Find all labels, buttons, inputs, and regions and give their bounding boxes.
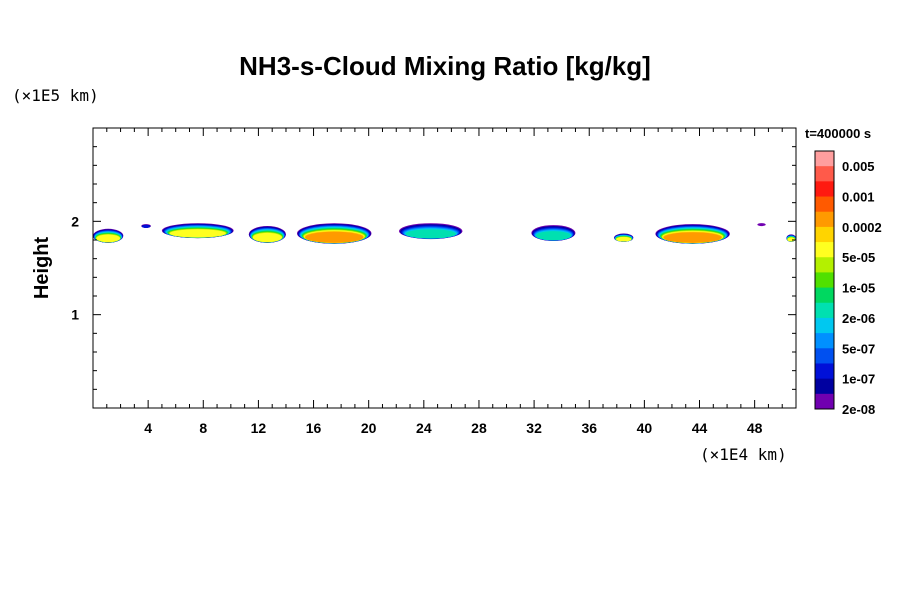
time-label: t=400000 s: [805, 126, 871, 141]
cloud-field: [93, 223, 796, 244]
x-axis: 4 8 12 16 20 24 28 32 36 40 44 48: [106, 128, 783, 436]
x-tick-label: 16: [306, 420, 322, 436]
colorbar-swatch: [815, 302, 834, 319]
x-unit-label: (×1E4 km): [700, 445, 787, 464]
colorbar-frame: [814, 150, 835, 410]
cloud-band: [252, 232, 282, 243]
cloud-band: [142, 224, 151, 228]
colorbar-swatch: [815, 211, 834, 228]
cloud-patch: [297, 223, 372, 244]
x-tick-label: 20: [361, 420, 377, 436]
y-tick-label: 2: [71, 213, 79, 229]
cloud-patch: [757, 223, 766, 227]
cloud-band: [305, 231, 364, 243]
x-tick-label: 40: [637, 420, 653, 436]
cloud-patch: [141, 224, 151, 228]
y-unit-label: (×1E5 km): [12, 86, 99, 105]
cloud-patch: [614, 233, 634, 242]
cloud-patch: [399, 223, 463, 240]
cloud-patch: [786, 234, 796, 242]
cloud-patch: [161, 223, 234, 239]
x-tick-label: 32: [526, 420, 542, 436]
x-tick-label: 24: [416, 420, 432, 436]
colorbar-swatch: [815, 348, 834, 364]
cloud-patch: [248, 226, 286, 243]
colorbar-label: 0.001: [842, 190, 875, 205]
x-tick-label: 48: [747, 420, 763, 436]
colorbar-swatch: [815, 181, 834, 198]
x-tick-label: 28: [471, 420, 487, 436]
plot-frame: [92, 127, 797, 409]
colorbar-swatch: [815, 166, 834, 182]
x-tick-label: 8: [199, 420, 207, 436]
y-tick-label: 1: [71, 307, 79, 323]
colorbar: 0.005 0.001 0.0002 5e-05 1e-05 2e-06 5e-07 1e-0…: [814, 150, 882, 417]
colorbar-swatch: [815, 317, 834, 334]
colorbar-swatch: [815, 272, 834, 289]
colorbar-swatch: [815, 242, 834, 258]
colorbar-swatch: [815, 196, 834, 213]
cloud-patch: [531, 225, 576, 241]
colorbar-swatch: [815, 257, 834, 273]
cloud-band: [96, 234, 121, 243]
cloud-band: [787, 237, 795, 242]
colorbar-swatch: [815, 226, 834, 243]
x-tick-label: 12: [251, 420, 267, 436]
cloud-patch: [655, 224, 730, 244]
chart-title: NH3-s-Cloud Mixing Ratio [kg/kg]: [239, 51, 651, 81]
colorbar-swatch: [815, 363, 834, 380]
colorbar-label: 5e-07: [842, 341, 875, 356]
colorbar-label: 0.005: [842, 159, 875, 174]
cloud-patch: [93, 228, 124, 243]
cloud-band: [757, 223, 766, 227]
colorbar-label: 1e-07: [842, 372, 875, 387]
cloud-band: [535, 231, 571, 241]
y-axis: 12: [71, 146, 796, 390]
colorbar-label: 2e-06: [842, 311, 875, 326]
colorbar-swatch: [815, 333, 834, 349]
x-tick-label: 44: [692, 420, 708, 436]
x-tick-label: 4: [144, 420, 152, 436]
colorbar-swatch: [815, 378, 834, 395]
colorbar-label: 5e-05: [842, 250, 875, 265]
cloud-band: [616, 236, 632, 242]
colorbar-swatch: [815, 393, 834, 410]
cloud-band: [405, 229, 456, 239]
colorbar-swatch: [815, 287, 834, 304]
x-tick-label: 36: [581, 420, 597, 436]
y-axis-label: Height: [31, 237, 53, 300]
colorbar-swatch: [815, 151, 834, 167]
colorbar-label: 0.0002: [842, 220, 882, 235]
colorbar-label: 2e-08: [842, 402, 875, 417]
cloud-band: [169, 229, 226, 238]
cloud-band: [663, 232, 722, 243]
colorbar-label: 1e-05: [842, 281, 875, 296]
